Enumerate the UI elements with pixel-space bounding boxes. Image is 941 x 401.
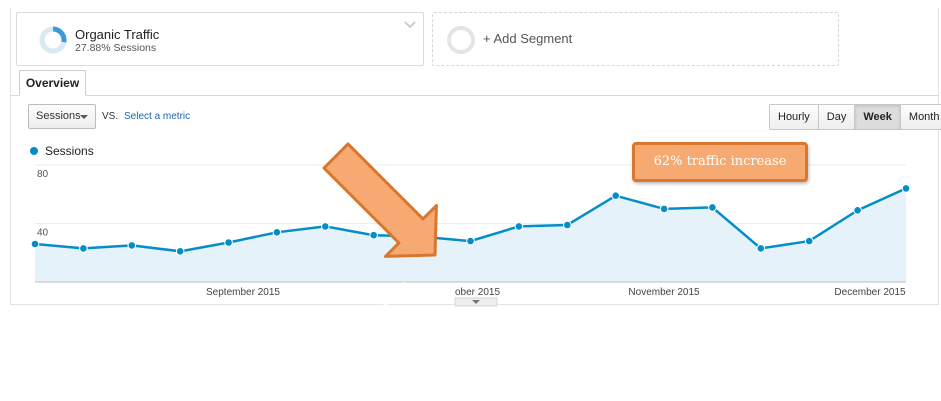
area-fill xyxy=(35,188,906,282)
data-point xyxy=(321,222,330,231)
data-point xyxy=(417,232,427,241)
data-point xyxy=(853,206,862,215)
data-point xyxy=(175,247,185,256)
segment-name: Organic Traffic xyxy=(75,27,160,42)
data-point xyxy=(224,238,233,247)
data-point xyxy=(659,204,669,214)
y-tick-label: 80 xyxy=(37,169,49,180)
legend-dot xyxy=(30,147,38,155)
data-point xyxy=(30,239,40,249)
data-point xyxy=(466,236,475,246)
granularity-hourly-button[interactable]: Hourly xyxy=(770,105,819,129)
caret-down-icon xyxy=(472,300,480,304)
data-point xyxy=(369,230,379,240)
caret-down-icon xyxy=(80,115,88,119)
data-point xyxy=(756,244,766,253)
metric-select-value: Sessions xyxy=(36,110,81,122)
granularity-toggle: Hourly Day Week Month xyxy=(769,104,941,130)
data-point xyxy=(708,203,717,212)
select-metric-link[interactable]: Select a metric xyxy=(124,111,191,122)
data-point xyxy=(79,244,88,253)
x-tick-label: November 2015 xyxy=(628,287,700,298)
x-tick-label: ober 2015 xyxy=(455,287,500,298)
segment-share: 27.88% Sessions xyxy=(75,42,157,54)
x-tick-label: September 2015 xyxy=(206,287,280,298)
add-segment-ring-icon xyxy=(447,26,475,54)
data-point xyxy=(804,236,814,246)
segment-donut-icon xyxy=(39,26,67,54)
traffic-increase-callout: 62% traffic increase xyxy=(632,142,808,182)
granularity-day-button[interactable]: Day xyxy=(818,105,856,129)
tab-divider xyxy=(10,95,939,96)
tab-overview[interactable]: Overview xyxy=(19,70,86,96)
metric-select[interactable]: Sessions xyxy=(28,104,96,129)
data-point xyxy=(901,184,911,193)
granularity-month-button[interactable]: Month xyxy=(900,105,941,129)
add-segment-button[interactable]: + Add Segment xyxy=(432,12,839,66)
data-point xyxy=(127,241,137,250)
chevron-down-icon[interactable] xyxy=(403,19,417,31)
data-point xyxy=(272,228,282,237)
data-point xyxy=(563,220,572,230)
granularity-week-button[interactable]: Week xyxy=(855,105,901,129)
segment-card-organic-traffic[interactable]: Organic Traffic 27.88% Sessions xyxy=(16,12,424,66)
y-tick-label: 40 xyxy=(37,228,49,239)
vs-label: VS. xyxy=(102,111,119,122)
x-tick-label: December 2015 xyxy=(834,287,906,298)
data-point xyxy=(611,191,621,200)
data-point xyxy=(514,222,524,231)
legend-label: Sessions xyxy=(45,144,94,158)
add-segment-label: + Add Segment xyxy=(483,31,573,46)
